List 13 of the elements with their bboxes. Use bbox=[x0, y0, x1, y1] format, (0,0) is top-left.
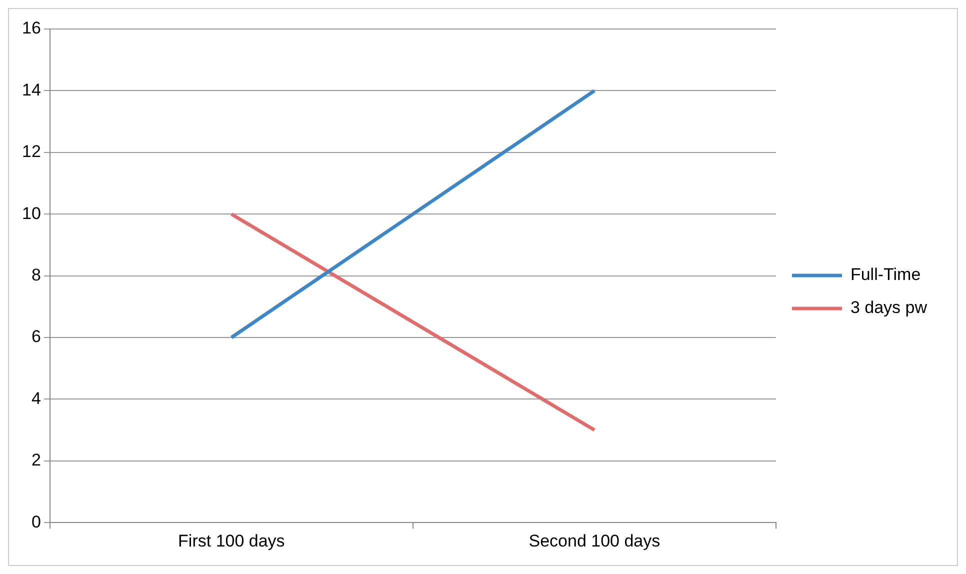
y-tick-label: 6 bbox=[31, 327, 41, 346]
x-tick-label: First 100 days bbox=[178, 531, 285, 550]
legend-label: 3 days pw bbox=[850, 298, 928, 318]
y-tick-label: 2 bbox=[31, 450, 41, 470]
y-tick-label: 10 bbox=[22, 204, 41, 223]
y-tick-label: 12 bbox=[22, 142, 41, 162]
x-tick-label: Second 100 days bbox=[528, 531, 660, 550]
y-tick-label: 8 bbox=[31, 265, 41, 284]
y-tick-label: 16 bbox=[22, 18, 41, 38]
y-tick-label: 14 bbox=[22, 80, 41, 100]
legend-label: Full-Time bbox=[850, 265, 921, 284]
y-tick-label: 0 bbox=[31, 512, 41, 532]
y-tick-label: 4 bbox=[31, 388, 41, 408]
